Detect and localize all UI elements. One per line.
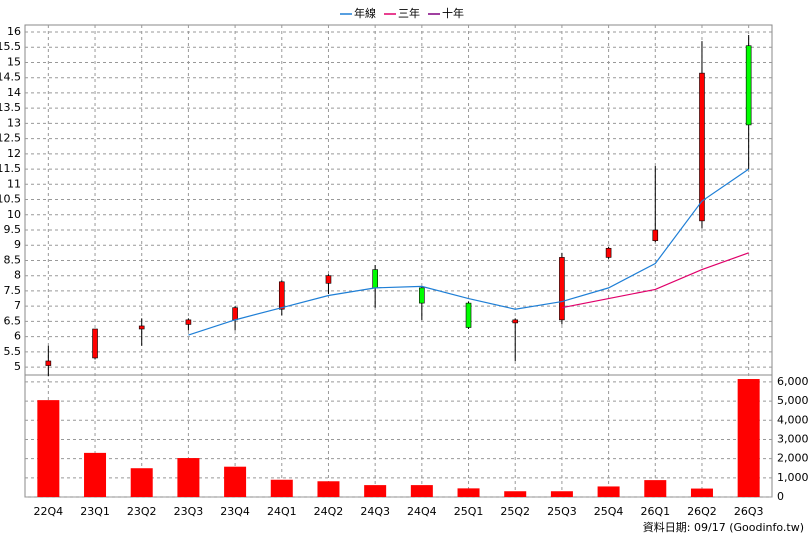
candle-body — [419, 287, 425, 304]
volume-bar — [224, 466, 247, 497]
x-tick-label: 23Q3 — [174, 505, 204, 518]
x-tick-label: 22Q4 — [34, 505, 64, 518]
y-tick-label: 5.5 — [4, 345, 22, 358]
x-tick-label: 25Q2 — [500, 505, 530, 518]
candle-body — [652, 229, 659, 241]
y-tick-label: 10 — [7, 208, 21, 221]
y2-tick-label: 4,000 — [777, 413, 808, 426]
y-tick-label: 8 — [14, 269, 21, 282]
y-tick-label: 11 — [7, 177, 21, 190]
y2-tick-label: 2,000 — [777, 452, 808, 465]
volume-bar — [364, 485, 387, 497]
candle-body — [372, 269, 378, 289]
y2-tick-label: 0 — [777, 490, 784, 503]
y-tick-label: 12.5 — [0, 132, 21, 145]
volume-bar — [270, 479, 293, 497]
y-tick-label: 14 — [7, 86, 21, 99]
y-tick-label: 14.5 — [0, 71, 21, 84]
y-tick-label: 9 — [14, 238, 21, 251]
y-tick-label: 12 — [7, 147, 21, 160]
y-tick-label: 13 — [7, 116, 21, 129]
candle-body — [325, 275, 332, 284]
y2-tick-label: 1,000 — [777, 471, 808, 484]
volume-bar — [504, 491, 527, 497]
y-tick-label: 6 — [14, 330, 21, 343]
line-series — [561, 252, 749, 309]
x-tick-label: 23Q4 — [220, 505, 250, 518]
y-tick-label: 15.5 — [0, 40, 21, 53]
x-tick-label: 25Q4 — [594, 505, 624, 518]
legend-label: 三年 — [398, 6, 420, 20]
candle-body — [45, 360, 52, 366]
plot-frame — [24, 24, 773, 498]
candle-body — [232, 307, 238, 321]
y-tick-label: 11.5 — [0, 162, 21, 175]
x-tick-label: 24Q4 — [407, 505, 437, 518]
y-tick-label: 8.5 — [4, 253, 22, 266]
candle-body — [745, 45, 752, 126]
candle-body — [185, 319, 192, 325]
legend-label: 年線 — [354, 6, 376, 20]
y-tick-label: 15 — [7, 55, 21, 68]
x-tick-label: 26Q1 — [640, 505, 670, 518]
footnote: 資料日期: 09/17 (Goodinfo.tw) — [643, 520, 804, 534]
y2-tick-label: 5,000 — [777, 394, 808, 407]
x-tick-label: 25Q1 — [454, 505, 484, 518]
volume-bar — [550, 491, 573, 497]
legend-label: 十年 — [442, 6, 464, 20]
y-tick-label: 5 — [14, 360, 21, 373]
x-tick-label: 24Q2 — [314, 505, 344, 518]
candle-body — [278, 281, 285, 310]
y-tick-label: 9.5 — [4, 223, 22, 236]
y-tick-label: 7.5 — [4, 284, 22, 297]
line-series — [188, 168, 749, 336]
x-tick-label: 26Q3 — [734, 505, 764, 518]
x-tick-label: 24Q3 — [360, 505, 390, 518]
volume-bar — [597, 486, 620, 497]
x-tick-label: 25Q3 — [547, 505, 577, 518]
volume-bar — [410, 485, 433, 497]
volume-bar — [37, 400, 60, 497]
x-tick-label: 26Q2 — [687, 505, 717, 518]
candle-body — [465, 302, 472, 328]
y2-tick-label: 6,000 — [777, 375, 808, 388]
candle-body — [138, 325, 145, 330]
x-tick-label: 23Q1 — [80, 505, 110, 518]
y-tick-label: 6.5 — [4, 314, 22, 327]
volume-bar — [84, 452, 107, 497]
candle-body — [699, 72, 705, 222]
candle-body — [605, 247, 612, 258]
volume-bar — [644, 480, 667, 497]
y-tick-label: 13.5 — [0, 101, 21, 114]
y-tick-label: 10.5 — [0, 193, 21, 206]
volume-bar — [317, 481, 340, 497]
volume-bar — [177, 458, 200, 497]
volume-bar — [457, 488, 480, 497]
y-tick-label: 16 — [7, 25, 21, 38]
y-tick-label: 7 — [14, 299, 21, 312]
candle-body — [92, 328, 98, 359]
y2-tick-label: 3,000 — [777, 432, 808, 445]
candle-body — [559, 257, 565, 321]
x-tick-label: 23Q2 — [127, 505, 157, 518]
x-tick-label: 24Q1 — [267, 505, 297, 518]
volume-bar — [690, 488, 713, 497]
candle-body — [512, 319, 519, 324]
volume-bar — [130, 468, 153, 497]
volume-bar — [737, 379, 760, 497]
